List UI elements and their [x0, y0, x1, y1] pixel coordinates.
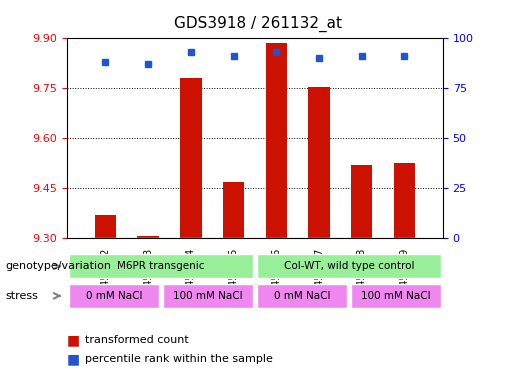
FancyBboxPatch shape	[258, 254, 440, 278]
Bar	[180, 78, 201, 238]
Bar	[394, 163, 415, 238]
Text: transformed count: transformed count	[85, 335, 188, 345]
FancyBboxPatch shape	[258, 284, 347, 308]
Bar	[266, 43, 287, 238]
Bar	[223, 182, 244, 238]
Text: stress: stress	[5, 291, 38, 301]
Bar	[351, 165, 372, 238]
Bar	[138, 237, 159, 238]
FancyBboxPatch shape	[351, 284, 440, 308]
Text: GDS3918 / 261132_at: GDS3918 / 261132_at	[174, 15, 341, 31]
Bar	[308, 87, 330, 238]
Text: Col-WT, wild type control: Col-WT, wild type control	[284, 261, 414, 271]
Text: ■: ■	[67, 333, 80, 347]
Bar	[95, 215, 116, 238]
FancyBboxPatch shape	[163, 284, 252, 308]
Text: 100 mM NaCl: 100 mM NaCl	[173, 291, 243, 301]
FancyBboxPatch shape	[70, 254, 252, 278]
Text: percentile rank within the sample: percentile rank within the sample	[85, 354, 273, 364]
Text: M6PR transgenic: M6PR transgenic	[117, 261, 204, 271]
Text: genotype/variation: genotype/variation	[5, 261, 111, 271]
Text: ■: ■	[67, 353, 80, 366]
Text: 0 mM NaCl: 0 mM NaCl	[85, 291, 142, 301]
Text: 0 mM NaCl: 0 mM NaCl	[273, 291, 330, 301]
FancyBboxPatch shape	[70, 284, 159, 308]
Text: 100 mM NaCl: 100 mM NaCl	[361, 291, 431, 301]
